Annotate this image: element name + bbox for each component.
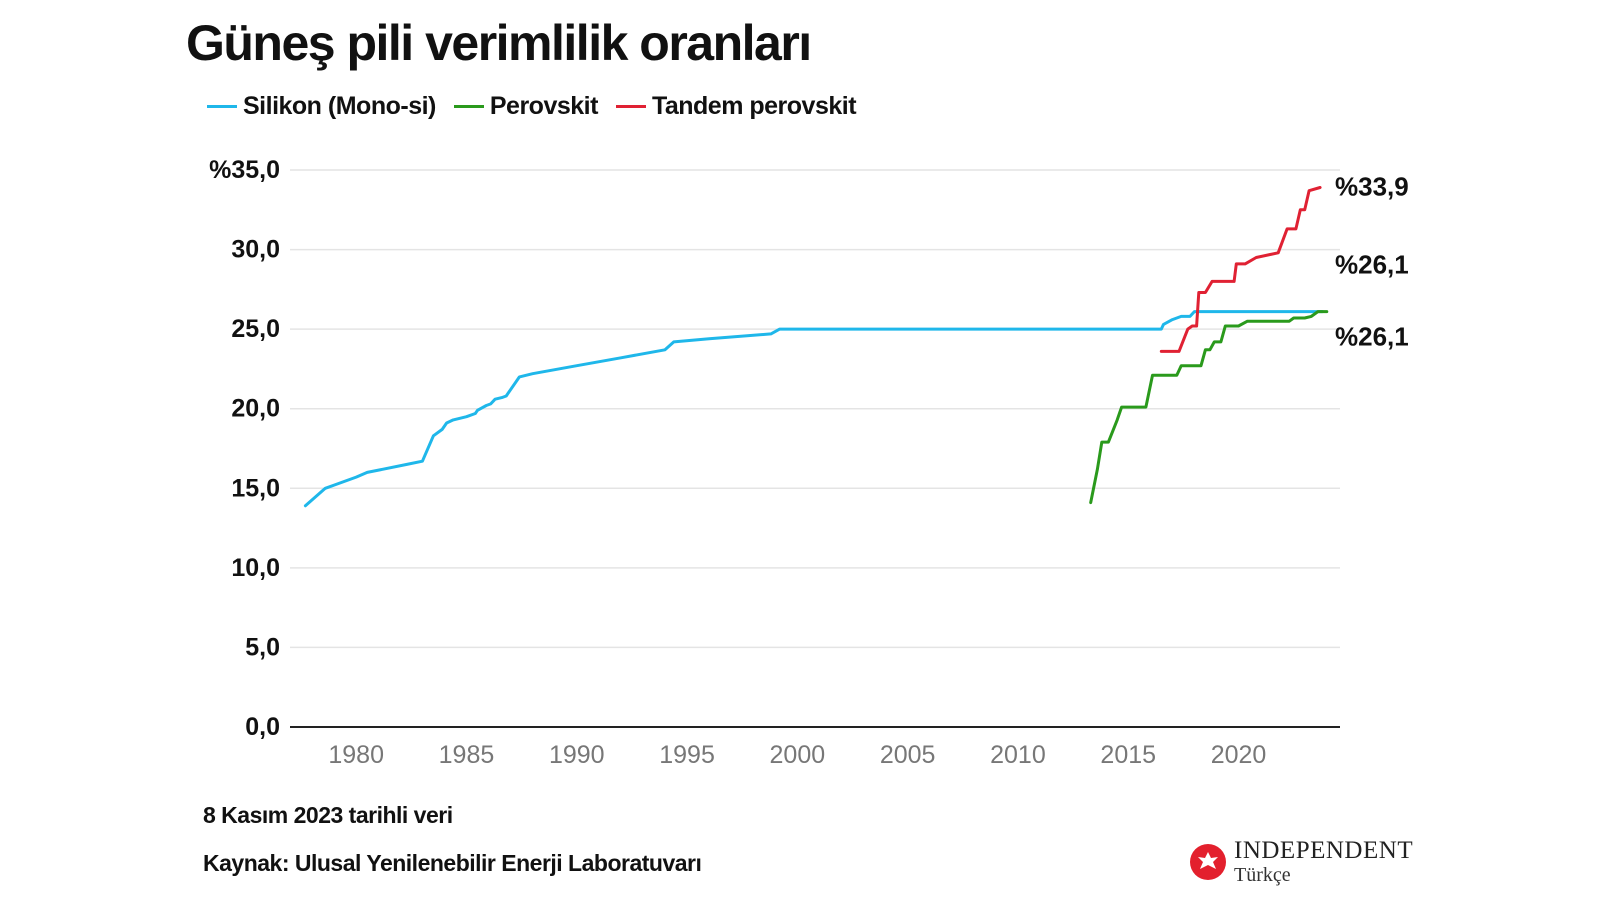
end-labels: %26,1 %26,1 %33,9 [1335,172,1409,352]
legend-swatch-tandem [615,105,646,108]
end-label-perovskite: %26,1 [1335,322,1409,352]
y-tick-label: 10,0 [231,554,280,582]
y-axis-ticks: %35,0 30,0 25,0 20,0 15,0 10,0 5,0 0,0 [209,156,280,741]
legend-item-silicon: Silikon (Mono-si) [207,92,436,121]
series-line-perovskite [1089,310,1329,505]
end-label-tandem: %33,9 [1335,172,1409,202]
y-tick-label: %35,0 [209,156,280,184]
chart-legend: Silikon (Mono-si) Perovskit Tandem perov… [207,92,857,121]
chart-title: Güneş pili verimlilik oranları [186,15,812,71]
legend-label-tandem: Tandem perovskit [651,92,857,120]
line-chart: %35,0 30,0 25,0 20,0 15,0 10,0 5,0 0,0 1980 1985… [209,156,1409,769]
data-date-note: 8 Kasım 2023 tarihli veri [203,802,453,828]
independent-logo: INDEPENDENT Türkçe [1190,838,1413,885]
x-tick-label: 2005 [880,741,936,769]
y-tick-label: 30,0 [231,236,280,264]
source-note: Kaynak: Ulusal Yenilenebilir Enerji Labo… [203,850,702,876]
x-tick-label: 1990 [549,741,605,769]
x-tick-label: 2000 [770,741,826,769]
legend-item-tandem: Tandem perovskit [615,92,857,121]
y-tick-label: 5,0 [245,633,280,661]
logo-name: INDEPENDENT [1234,837,1414,864]
end-label-silicon: %26,1 [1335,250,1409,280]
y-tick-label: 25,0 [231,315,280,343]
x-tick-label: 1995 [659,741,715,769]
legend-label-silicon: Silikon (Mono-si) [243,92,436,120]
x-axis-ticks: 1980 1985 1990 1995 2000 2005 2010 2015 2020 [328,741,1266,769]
y-tick-label: 15,0 [231,474,280,502]
x-tick-label: 2015 [1100,741,1156,769]
gridlines [290,169,1340,728]
legend-item-perovskite: Perovskit [453,92,599,121]
eagle-icon [1190,843,1226,880]
legend-swatch-perovskite [453,105,484,108]
series-line-silicon [303,310,1324,508]
x-tick-label: 2010 [990,741,1046,769]
series-lines [303,186,1329,508]
logo-sub: Türkçe [1234,864,1291,886]
legend-label-perovskite: Perovskit [489,92,599,120]
series-line-tandem [1159,186,1322,353]
x-tick-label: 1980 [328,741,384,769]
y-tick-label: 20,0 [231,395,280,423]
legend-swatch-silicon [207,105,237,108]
y-tick-label: 0,0 [245,713,280,741]
x-tick-label: 1985 [439,741,495,769]
x-tick-label: 2020 [1211,741,1267,769]
